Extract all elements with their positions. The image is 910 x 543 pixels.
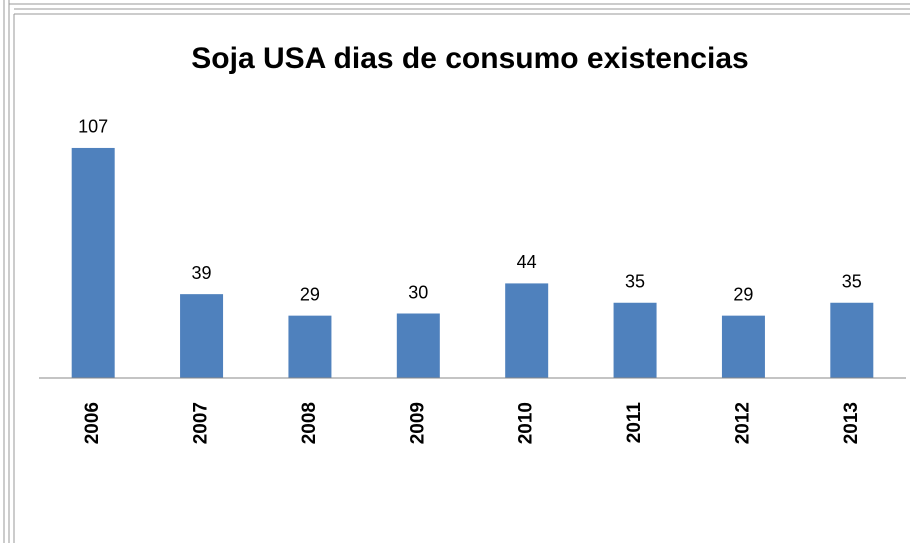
data-label: 35: [625, 272, 645, 292]
bar: [830, 302, 874, 378]
bar: [396, 313, 440, 378]
x-tick-label: 2012: [732, 402, 753, 444]
data-label: 44: [517, 252, 537, 272]
x-tick-label: 2011: [624, 402, 645, 444]
data-label: 30: [408, 282, 428, 302]
bar: [180, 294, 224, 378]
data-label: 107: [78, 117, 108, 137]
data-label: 29: [300, 284, 320, 304]
x-tick-label: 2009: [407, 402, 428, 444]
x-tick-label: 2007: [191, 402, 212, 444]
x-tick-label: 2013: [841, 402, 862, 444]
bar: [613, 302, 657, 378]
x-tick-label: 2010: [516, 402, 537, 444]
bar: [721, 315, 765, 378]
bar: [505, 283, 549, 378]
x-tick-label: 2006: [82, 402, 103, 444]
x-tick-label: 2008: [299, 402, 320, 444]
frame: [3, 0, 910, 543]
data-label: 39: [192, 263, 212, 283]
chart-title: Soja USA dias de consumo existencias: [191, 42, 748, 75]
bar: [288, 315, 332, 378]
bar: [71, 147, 115, 378]
data-label: 29: [733, 284, 753, 304]
data-label: 35: [842, 272, 862, 292]
